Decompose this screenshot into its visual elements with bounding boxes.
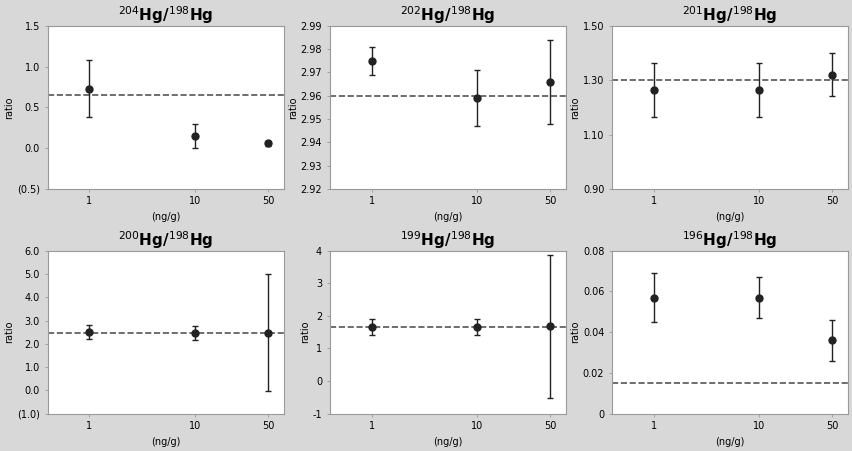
Title: $^{199}$Hg/$^{198}$Hg: $^{199}$Hg/$^{198}$Hg	[400, 229, 496, 251]
Y-axis label: ratio: ratio	[4, 321, 14, 343]
Title: $^{196}$Hg/$^{198}$Hg: $^{196}$Hg/$^{198}$Hg	[682, 229, 778, 251]
Y-axis label: ratio: ratio	[4, 96, 14, 119]
Title: $^{202}$Hg/$^{198}$Hg: $^{202}$Hg/$^{198}$Hg	[400, 4, 496, 26]
X-axis label: (ng/g): (ng/g)	[433, 437, 463, 447]
Title: $^{201}$Hg/$^{198}$Hg: $^{201}$Hg/$^{198}$Hg	[682, 4, 778, 26]
X-axis label: (ng/g): (ng/g)	[715, 437, 745, 447]
Y-axis label: ratio: ratio	[570, 321, 580, 343]
Y-axis label: ratio: ratio	[288, 96, 297, 119]
Title: $^{200}$Hg/$^{198}$Hg: $^{200}$Hg/$^{198}$Hg	[118, 229, 213, 251]
Y-axis label: ratio: ratio	[570, 96, 580, 119]
Y-axis label: ratio: ratio	[300, 321, 309, 343]
X-axis label: (ng/g): (ng/g)	[433, 212, 463, 222]
X-axis label: (ng/g): (ng/g)	[715, 212, 745, 222]
X-axis label: (ng/g): (ng/g)	[151, 437, 181, 447]
Title: $^{204}$Hg/$^{198}$Hg: $^{204}$Hg/$^{198}$Hg	[118, 4, 213, 26]
X-axis label: (ng/g): (ng/g)	[151, 212, 181, 222]
